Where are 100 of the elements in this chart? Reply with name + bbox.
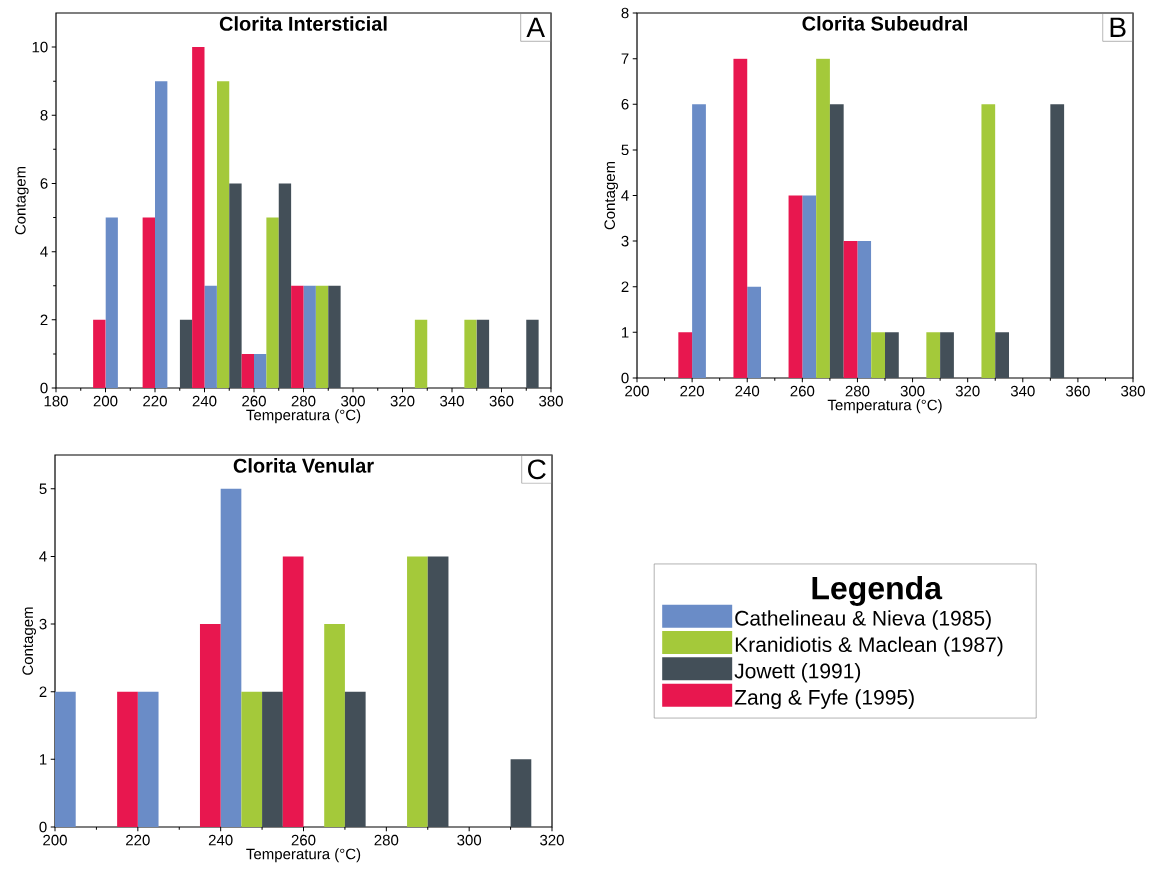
x-tick-label: 240 (192, 395, 217, 407)
x-tick-label: 280 (845, 385, 870, 397)
bar (291, 285, 304, 388)
y-tick-label: 10 (32, 41, 48, 53)
annotation: C (528, 459, 546, 480)
legend-label: Kranidiotis & Maclean (1987) (735, 636, 1003, 657)
x-tick-label: 300 (900, 385, 925, 397)
bar (926, 332, 941, 378)
x-tick-label: 200 (93, 395, 118, 407)
y-tick-label: 8 (621, 7, 629, 19)
y-tick-label: 6 (621, 98, 629, 110)
chart-title: Clorita Subeudral (802, 16, 967, 31)
bar (282, 556, 304, 827)
x-tick-label: 340 (440, 395, 464, 407)
bar (733, 58, 748, 378)
x-tick-label: 280 (291, 395, 316, 407)
bar (407, 556, 428, 827)
bar (427, 556, 449, 827)
y-tick-label: 5 (621, 144, 629, 156)
y-tick-label: 0 (39, 821, 47, 833)
bar (241, 353, 254, 388)
bar (940, 332, 954, 378)
bar (788, 195, 803, 378)
bar (93, 319, 106, 388)
bar (328, 285, 341, 388)
annotation: A (526, 17, 545, 37)
y-tick-label: 2 (40, 314, 48, 326)
x-tick-label: 360 (1065, 385, 1090, 397)
bar (843, 241, 858, 378)
bar (155, 81, 168, 388)
bar (303, 285, 316, 388)
bar (315, 285, 329, 388)
bar (137, 691, 159, 827)
x-tick-label: 220 (680, 385, 705, 397)
bar (192, 47, 205, 388)
y-tick-label: 0 (621, 372, 629, 384)
bar (220, 488, 242, 827)
bar (1050, 104, 1065, 378)
x-tick-label: 240 (208, 834, 233, 846)
bar (344, 691, 366, 827)
legend-label: Zang & Fyfe (1995) (734, 689, 914, 709)
bar (981, 104, 996, 378)
x-tick-label: 220 (143, 395, 167, 407)
bar (510, 759, 532, 827)
y-tick-label: 1 (40, 754, 47, 765)
y-axis-title: Contagem (15, 166, 29, 235)
chart-title: Clorita Venular (233, 458, 374, 473)
x-axis-title: Temperatura (°C) (246, 409, 361, 424)
x-tick-label: 200 (625, 385, 649, 397)
x-tick-label: 340 (1010, 385, 1035, 397)
bar (199, 624, 221, 827)
x-tick-label: 240 (735, 385, 760, 397)
y-tick-label: 4 (39, 551, 47, 562)
bar (857, 241, 872, 378)
bar (816, 58, 830, 378)
x-tick-label: 260 (242, 395, 266, 407)
x-tick-label: 320 (955, 385, 980, 397)
y-axis-title: Contagem (604, 161, 618, 230)
y-tick-label: 4 (621, 190, 629, 201)
bar (802, 195, 817, 378)
y-tick-label: 2 (621, 281, 629, 292)
bar (678, 332, 693, 378)
bar (55, 691, 76, 827)
x-tick-label: 260 (291, 834, 316, 846)
bar (692, 104, 706, 378)
bar (117, 691, 138, 827)
x-tick-label: 360 (489, 395, 514, 407)
y-tick-label: 5 (39, 483, 47, 495)
bar (204, 285, 217, 388)
legend-label: Jowett (1991) (734, 662, 861, 683)
x-tick-label: 200 (43, 834, 67, 846)
bar (262, 691, 283, 827)
y-axis-title: Contagem (22, 607, 36, 675)
y-tick-label: 3 (621, 235, 629, 247)
bar (278, 183, 292, 388)
bar (142, 217, 155, 388)
x-tick-label: 260 (790, 385, 815, 397)
y-tick-label: 1 (622, 327, 629, 338)
bar (229, 183, 242, 388)
bar (747, 286, 762, 378)
bar (216, 81, 230, 388)
annotation: B (1110, 17, 1126, 37)
bar (179, 319, 193, 388)
y-tick-label: 2 (39, 686, 47, 697)
x-tick-label: 320 (390, 395, 415, 407)
bar (254, 353, 267, 388)
x-tick-label: 300 (341, 395, 365, 407)
bar (885, 332, 899, 378)
bar (241, 691, 263, 827)
bar (324, 624, 345, 827)
y-tick-label: 4 (40, 246, 48, 257)
bar (995, 332, 1010, 378)
bar (464, 319, 477, 388)
x-tick-label: 380 (539, 395, 563, 407)
bar (871, 332, 886, 378)
bar (476, 319, 490, 388)
x-tick-label: 280 (374, 834, 399, 846)
y-tick-label: 8 (40, 109, 48, 121)
bar (414, 319, 428, 388)
legend-label: Cathelineau & Nieva (1985) (735, 610, 991, 630)
